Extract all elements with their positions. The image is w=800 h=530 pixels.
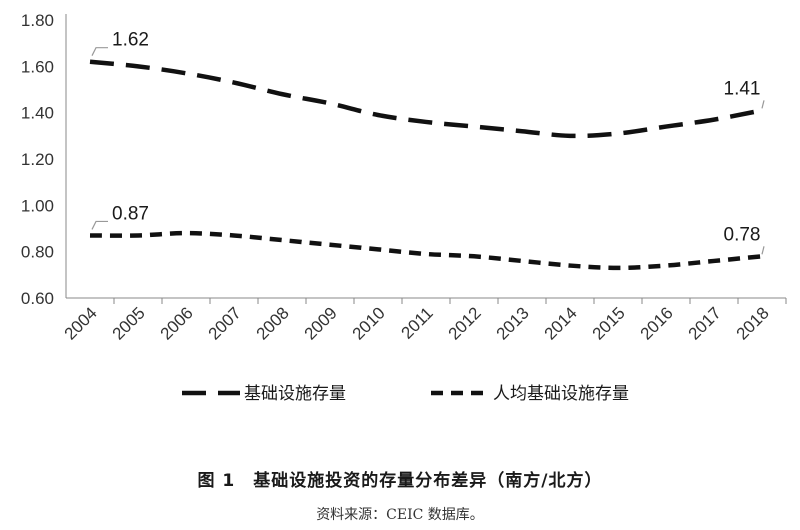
x-tick-label: 2008 (253, 303, 293, 343)
y-tick-label: 1.40 (21, 104, 54, 123)
x-tick-label: 2018 (733, 303, 773, 343)
line-chart: 0.60 0.80 1.00 1.20 1.40 1.60 1.80 2004 2005 2006… (21, 11, 787, 403)
source-note: 资料来源：CEIC 数据库。 (316, 507, 484, 523)
x-tick-label: 2009 (301, 303, 341, 343)
series-line-1 (89, 59, 763, 139)
legend-label-2: 人均基础设施存量 (493, 384, 629, 403)
x-tick-label: 2016 (637, 303, 677, 343)
x-tick-label: 2014 (541, 303, 581, 343)
y-tick-label: 1.60 (21, 57, 54, 76)
data-label-leader (761, 246, 765, 255)
series-line-2 (89, 230, 763, 271)
data-label-leader (91, 220, 108, 230)
data-label: 0.78 (724, 224, 761, 245)
x-tick-label: 2011 (398, 303, 437, 342)
y-tick-label: 1.20 (21, 150, 54, 169)
figure-title: 图 1 基础设施投资的存量分布差异（南方/北方） (197, 471, 603, 491)
data-label: 1.62 (112, 30, 149, 51)
y-tick-label: 1.00 (21, 196, 54, 215)
x-tick-label: 2013 (493, 303, 533, 343)
data-label: 1.41 (724, 78, 761, 99)
data-label-leader (91, 47, 108, 56)
x-tick-label: 2015 (589, 303, 629, 343)
x-tick-label: 2012 (445, 303, 485, 343)
legend-label-1: 基础设施存量 (244, 384, 346, 403)
x-tick-label: 2007 (205, 303, 245, 343)
x-tick-label: 2005 (109, 303, 149, 343)
x-tick-label: 2006 (157, 303, 197, 343)
data-label: 0.87 (112, 203, 149, 224)
y-tick-label: 1.80 (21, 11, 54, 30)
x-tick-label: 2010 (349, 303, 389, 343)
x-tick-label: 2017 (685, 303, 725, 343)
y-tick-label: 0.60 (21, 289, 54, 308)
x-tick-label: 2004 (61, 303, 101, 343)
data-label-leader (761, 100, 765, 109)
y-tick-label: 0.80 (21, 243, 54, 262)
